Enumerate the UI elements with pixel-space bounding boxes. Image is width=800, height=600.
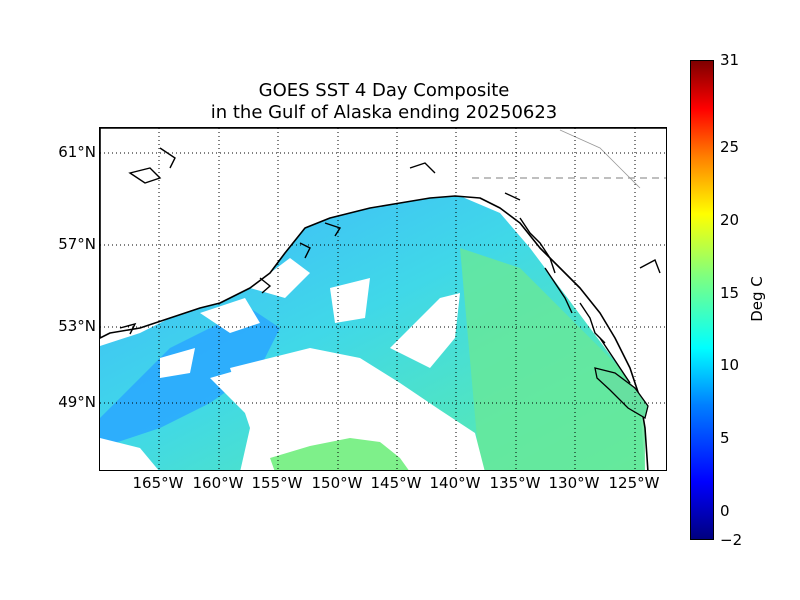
sst-west-cool (100, 308, 280, 448)
vancouver-island (594, 367, 649, 420)
colorbar-tick-25: 25 (720, 138, 740, 156)
lon-label-140w: 140°W (429, 474, 481, 492)
lon-label-130w: 130°W (548, 474, 600, 492)
colorbar-tick-31: 31 (720, 51, 740, 69)
lat-label-49n: 49°N (58, 393, 96, 411)
colorbar (690, 60, 714, 540)
border-line-2 (559, 129, 641, 189)
sst-south-warm-patch (270, 438, 409, 470)
colorbar-tick-10: 10 (720, 356, 740, 374)
colorbar-tick-20: 20 (720, 211, 740, 229)
lon-label-150w: 150°W (311, 474, 363, 492)
lon-label-160w: 160°W (192, 474, 244, 492)
lon-label-155w: 155°W (251, 474, 303, 492)
colorbar-tick-0: 0 (720, 502, 730, 520)
colorbar-label: Deg C (748, 276, 766, 322)
lon-label-165w: 165°W (132, 474, 184, 492)
colorbar-tick-minus2: −2 (720, 531, 743, 549)
lon-label-125w: 125°W (608, 474, 660, 492)
sst-southeast-warm (460, 248, 645, 470)
sst-map (99, 127, 667, 471)
sst-map-svg (100, 128, 666, 470)
coastline-detail (119, 147, 661, 404)
lat-label-61n: 61°N (58, 143, 96, 161)
lon-label-145w: 145°W (370, 474, 422, 492)
lat-label-53n: 53°N (58, 317, 96, 335)
lon-label-135w: 135°W (489, 474, 541, 492)
colorbar-tick-5: 5 (720, 429, 730, 447)
cloud-mask (100, 258, 485, 470)
gridlines (100, 128, 666, 470)
chart-title-line-1: GOES SST 4 Day Composite (258, 80, 510, 101)
colorbar-tick-15: 15 (720, 284, 740, 302)
lat-label-57n: 57°N (58, 235, 96, 253)
chart-title-line-2: in the Gulf of Alaska ending 20250623 (210, 102, 558, 123)
